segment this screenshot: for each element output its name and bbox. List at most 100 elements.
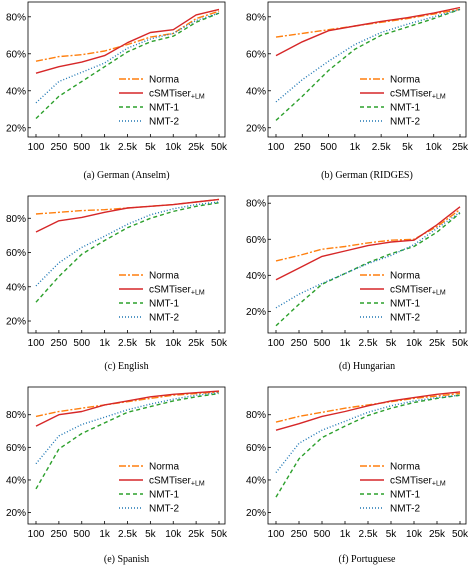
panel-a-german-anselm: 20% 40% 60% 80% 100 250 500 1k 2.5k 5k 10k 25k 50k No… [6, 1, 228, 181]
x-tick-label: 10k [165, 529, 182, 540]
legend-label-nmt-2: NMT-2 [390, 117, 420, 128]
y-tick-label: 20% [6, 123, 26, 134]
x-tick-label: 25k [188, 338, 205, 349]
x-tick-label: 250 [291, 529, 308, 540]
plot-frame [267, 1, 467, 138]
x-tick-label: 500 [73, 142, 90, 153]
x-tick-label: 50k [452, 338, 469, 349]
legend-label-nmt-2: NMT-2 [149, 504, 179, 515]
legend-label-nmt-2: NMT-2 [149, 313, 179, 324]
series-line-csmtiser [275, 6, 461, 57]
series-line-norma [275, 392, 461, 423]
series-line-norma [275, 208, 461, 262]
x-tick-label: 100 [268, 338, 285, 349]
x-tick-label: 25k [429, 529, 446, 540]
x-tick-label: 5k [145, 142, 157, 153]
plot-frame [267, 386, 467, 525]
x-tick-label: 250 [291, 338, 308, 349]
legend-label-csmtiser: cSMTiser+LM [390, 476, 446, 488]
x-tick-label: 250 [51, 529, 68, 540]
x-tick-label: 100 [268, 142, 285, 153]
panel-caption: (a) German (Anselm) [83, 170, 169, 181]
x-tick-label: 5k [386, 529, 398, 540]
x-tick-label: 1k [99, 529, 111, 540]
series-line-csmtiser [35, 198, 220, 233]
legend-label-nmt-1: NMT-1 [390, 490, 420, 501]
y-tick-label: 20% [246, 508, 266, 519]
x-tick-label: 100 [268, 529, 285, 540]
series-line-nmt-2 [35, 201, 220, 287]
y-tick-label: 40% [246, 271, 266, 282]
x-tick-label: 1k [340, 529, 352, 540]
series-line-norma [35, 198, 220, 215]
y-tick-label: 60% [246, 443, 266, 454]
series-line-norma [35, 10, 220, 62]
x-tick-label: 500 [320, 142, 337, 153]
y-tick-label: 80% [6, 410, 26, 421]
series-line-nmt-2 [35, 12, 220, 104]
series-line-nmt-1 [35, 202, 220, 303]
x-tick-label: 1k [99, 338, 111, 349]
y-tick-label: 80% [246, 12, 266, 23]
legend-label-csmtiser: cSMTiser+LM [390, 285, 446, 297]
x-tick-label: 500 [314, 529, 331, 540]
series-line-norma [35, 391, 220, 418]
x-tick-label: 250 [51, 142, 68, 153]
y-tick-label: 60% [6, 49, 26, 60]
x-tick-label: 5k [145, 529, 157, 540]
series-line-nmt-1 [275, 8, 461, 121]
y-tick-label: 40% [246, 475, 266, 486]
y-tick-label: 40% [6, 282, 26, 293]
x-tick-label: 5k [145, 338, 157, 349]
legend-label-norma: Norma [390, 271, 420, 282]
legend-label-norma: Norma [149, 75, 179, 86]
legend-label-csmtiser: cSMTiser+LM [390, 89, 446, 101]
series-line-nmt-2 [35, 392, 220, 465]
x-tick-label: 2.5k [359, 529, 379, 540]
x-tick-label: 50k [211, 338, 228, 349]
y-tick-label: 40% [6, 86, 26, 97]
series-line-csmtiser [275, 391, 461, 431]
panel-caption: (b) German (RIDGES) [321, 170, 413, 181]
legend-label-norma: Norma [149, 271, 179, 282]
x-tick-label: 50k [452, 529, 469, 540]
y-tick-label: 60% [246, 235, 266, 246]
x-tick-label: 50k [211, 142, 228, 153]
x-tick-label: 1k [340, 338, 352, 349]
legend-label-norma: Norma [149, 462, 179, 473]
panel-e-spanish: 20% 40% 60% 80% 100 250 500 1k 2.5k 5k 10k 25k 50k No… [6, 386, 228, 565]
plot-frame [267, 195, 467, 334]
y-tick-label: 40% [6, 475, 26, 486]
x-tick-label: 250 [294, 142, 311, 153]
legend-label-nmt-2: NMT-2 [390, 313, 420, 324]
x-tick-label: 5k [402, 142, 414, 153]
legend-label-nmt-1: NMT-1 [390, 299, 420, 310]
legend-label-nmt-2: NMT-2 [149, 117, 179, 128]
x-tick-label: 2.5k [118, 338, 138, 349]
plot-frame [27, 386, 226, 525]
legend-label-nmt-1: NMT-1 [149, 490, 179, 501]
series-line-csmtiser [35, 390, 220, 427]
x-tick-label: 100 [28, 338, 45, 349]
legend-label-csmtiser: cSMTiser+LM [149, 476, 205, 488]
legend-label-nmt-2: NMT-2 [390, 504, 420, 515]
x-tick-label: 100 [28, 529, 45, 540]
x-tick-label: 10k [165, 142, 182, 153]
panel-caption: (d) Hungarian [339, 361, 395, 372]
x-tick-label: 25k [188, 142, 205, 153]
x-tick-label: 100 [28, 142, 45, 153]
series-line-csmtiser [35, 8, 220, 74]
x-tick-label: 10k [406, 338, 423, 349]
series-line-nmt-2 [275, 394, 461, 474]
y-tick-label: 20% [6, 508, 26, 519]
legend-label-csmtiser: cSMTiser+LM [149, 285, 205, 297]
y-tick-label: 80% [246, 199, 266, 210]
panel-c-english: 20% 40% 60% 80% 100 250 500 1k 2.5k 5k 10k 25k 50k No… [6, 195, 228, 372]
panel-b-german-ridges: 20% 40% 60% 80% 100 250 500 1k 2.5k 5k 10k 25k Norma… [246, 1, 469, 181]
y-tick-label: 80% [6, 214, 26, 225]
x-tick-label: 2.5k [118, 142, 138, 153]
panel-caption: (c) English [104, 361, 148, 372]
y-tick-label: 60% [6, 248, 26, 259]
series-line-nmt-1 [275, 212, 461, 327]
